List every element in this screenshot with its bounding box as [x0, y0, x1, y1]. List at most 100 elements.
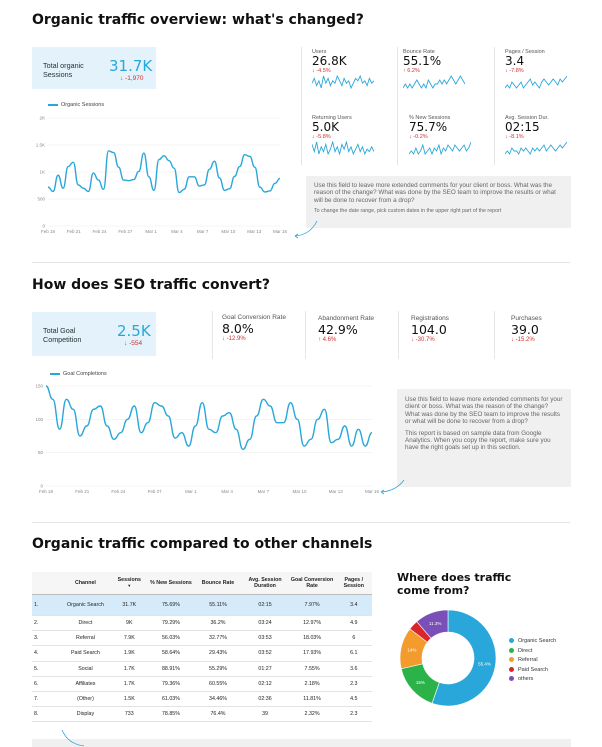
x-tick-label: Mar 7	[197, 229, 209, 234]
series-line	[47, 150, 281, 194]
legend-swatch	[48, 103, 58, 106]
legend-dot	[509, 647, 514, 653]
x-tick-label: Mar 16	[365, 489, 380, 494]
kpi-delta: ↓ -8.1%	[505, 134, 524, 140]
total-organic-sessions-card: Total organic Sessions 31.7K ↓ -1,970	[32, 47, 156, 89]
column-header[interactable]: % New Sessions	[147, 572, 195, 595]
pie-legend-item[interactable]: Organic Search	[509, 637, 556, 647]
comment-hint: This report is based on sample data from…	[405, 429, 551, 452]
column-header[interactable]: Goal Conversion Rate	[288, 572, 336, 595]
table-cell: 32.77%	[194, 630, 242, 647]
table-cell: 75.69%	[147, 594, 195, 616]
table-row[interactable]: 4. Paid Search 1.9K 58.64% 29.43% 03:52 17.93%…	[32, 645, 372, 662]
column-header[interactable]	[32, 572, 60, 595]
x-tick-label: Mar 10	[221, 229, 236, 234]
annotation-arrow	[294, 220, 318, 239]
table-cell: 7.55%	[288, 661, 336, 677]
comment-hint: To change the date range, pick custom da…	[314, 208, 502, 215]
total-goal-completion-card: Total Goal Competition 2.5K ↓ -554	[32, 312, 156, 356]
y-tick-label: 150	[35, 384, 43, 389]
table-cell: 88.91%	[147, 661, 195, 677]
legend-label: Organic Search	[518, 638, 557, 644]
column-header-label: Goal Conversion Rate	[290, 577, 334, 589]
kpi-sparkline	[505, 141, 567, 155]
table-cell: 2.3	[335, 676, 372, 692]
hero-label: Total organic Sessions	[43, 61, 84, 79]
table-cell: 1.5K	[111, 691, 148, 708]
table-cell: 7.	[32, 691, 60, 708]
kpi-delta: ↓ -5.8%	[312, 134, 331, 140]
kpi-separator	[494, 311, 495, 359]
table-cell: 11.81%	[288, 691, 336, 708]
table-row[interactable]: 2. Direct 9K 79.29% 36.2% 03:24 12.97% 4.9	[32, 615, 372, 632]
table-row[interactable]: 8. Display 733 78.85% 76.4% 39 2.32% 2.3	[32, 706, 372, 723]
sparkline-path	[409, 141, 471, 155]
kpi-separator	[397, 47, 398, 165]
pie-slice[interactable]	[431, 609, 497, 707]
table-cell: 1.	[32, 594, 60, 616]
column-header[interactable]: Channel	[59, 572, 112, 595]
kpi-title: Abandonment Rate	[318, 315, 375, 322]
column-header-label: Avg. Session Duration	[248, 577, 282, 589]
kpi-value: 104.0	[411, 322, 447, 337]
table-cell: Direct	[59, 615, 112, 632]
table-cell: Paid Search	[59, 645, 112, 662]
table-cell: 4.	[32, 645, 60, 662]
table-row[interactable]: 1. Organic Search 31.7K 75.69% 55.11% 02:15 7.…	[32, 594, 372, 616]
pie-slice[interactable]	[416, 609, 449, 639]
column-header[interactable]: Pages / Session	[335, 572, 372, 595]
kpi-separator	[305, 311, 306, 359]
section-divider	[32, 262, 570, 263]
pie-legend-item[interactable]: others	[509, 675, 556, 685]
table-cell: 4.9	[335, 615, 372, 632]
kpi-card: Registrations 104.0 ↓ -30.7%	[411, 315, 449, 343]
kpi-title: Goal Conversion Rate	[222, 314, 286, 321]
legend-label: Referral	[518, 657, 538, 663]
comment-box-channels	[32, 739, 571, 747]
table-row[interactable]: 6. Affiliates 1.7K 79.36% 60.55% 02:12 2.18% 2.…	[32, 676, 372, 692]
table-cell: 79.29%	[147, 615, 195, 632]
pie-legend-item[interactable]: Referral	[509, 656, 556, 666]
legend-dot	[509, 666, 514, 672]
section-title-conversion: How does SEO traffic convert?	[32, 277, 270, 293]
section-title-channels: Organic traffic compared to other channe…	[32, 536, 373, 552]
legend-dot	[509, 676, 514, 682]
x-tick-label: Mar 13	[247, 229, 262, 234]
section-divider	[32, 522, 570, 523]
kpi-value: 02:15	[505, 120, 540, 134]
pie-legend-item[interactable]: Paid Search	[509, 666, 556, 676]
kpi-card: Users 26.8K ↓ -4.5%	[312, 49, 382, 89]
table-row[interactable]: 5. Social 1.7K 88.91% 55.29% 01:27 7.55% 3.6	[32, 661, 372, 677]
table-cell: 55.29%	[194, 661, 242, 677]
kpi-separator	[398, 311, 399, 359]
table-row[interactable]: 3. Referral 7.9K 56.03% 32.77% 03:53 18.03% 6	[32, 630, 372, 647]
series-line	[45, 385, 373, 451]
kpi-delta: ↓ -0.2%	[409, 134, 428, 140]
table-cell: 31.7K	[111, 594, 148, 616]
table-row[interactable]: 7. (Other) 1.5K 61.03% 34.46% 02:36 11.81% 4.5	[32, 691, 372, 708]
column-header[interactable]: Bounce Rate	[194, 572, 242, 595]
kpi-separator	[494, 47, 495, 165]
kpi-title: Returning Users	[312, 115, 352, 121]
y-tick-label: 0	[40, 484, 43, 489]
kpi-delta: ↑ 4.6%	[318, 337, 337, 343]
x-tick-label: Feb 21	[75, 489, 90, 494]
kpi-value: 42.9%	[318, 322, 358, 337]
table-cell: 2.3	[335, 706, 372, 723]
table-cell: 79.36%	[147, 676, 195, 692]
table-cell: 1.9K	[111, 645, 148, 662]
legend-label: others	[518, 676, 534, 682]
column-header[interactable]: Avg. Session Duration	[241, 572, 289, 595]
kpi-title: Purchases	[511, 315, 542, 322]
kpi-title: % New Sessions	[409, 115, 451, 121]
x-tick-label: Feb 27	[118, 229, 133, 234]
table-cell: 55.11%	[194, 594, 242, 616]
sort-desc-icon: ▼	[127, 583, 132, 588]
kpi-value: 26.8K	[312, 54, 347, 68]
x-tick-label: Mar 13	[329, 489, 344, 494]
table-cell: 9K	[111, 615, 148, 632]
table-cell: Display	[59, 706, 112, 723]
column-header[interactable]: Sessions ▼	[111, 572, 148, 595]
pie-legend-item[interactable]: Direct	[509, 647, 556, 657]
